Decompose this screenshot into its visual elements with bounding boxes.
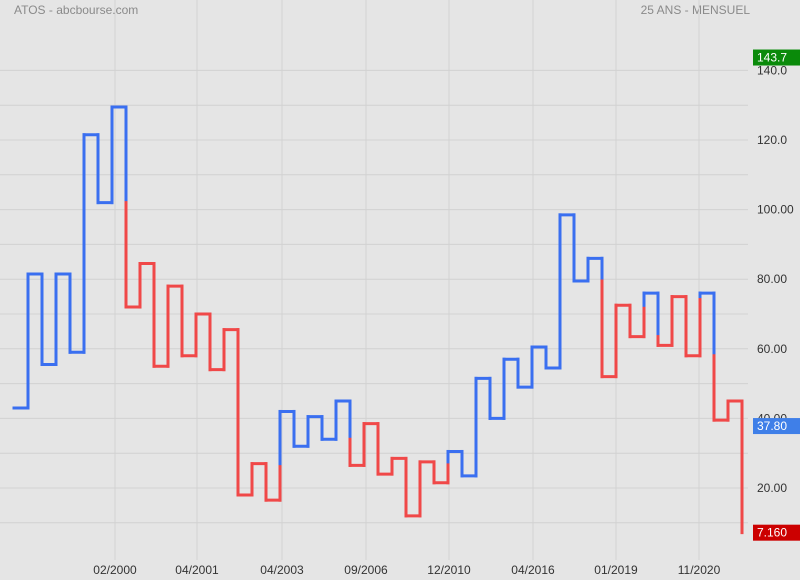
grid — [0, 0, 748, 560]
x-tick-label: 04/2003 — [260, 563, 304, 577]
y-tick-label: 80.00 — [757, 272, 787, 286]
x-tick-label: 11/2020 — [678, 563, 721, 577]
y-tick-label: 120.0 — [757, 133, 787, 147]
y-tick-label: 100.00 — [757, 203, 794, 217]
price-tag — [753, 418, 800, 435]
x-tick-label: 09/2006 — [344, 563, 388, 577]
price-tags: 143.7 37.80 7.160 — [753, 49, 800, 541]
x-tick-label: 04/2016 — [511, 563, 555, 577]
kagi-series — [12, 105, 744, 535]
price-tag — [753, 49, 800, 66]
price-tag-label: 143.7 — [757, 51, 787, 65]
chart-title: ATOS - abcbourse.com — [14, 3, 139, 17]
y-tick-label: 140.0 — [757, 63, 787, 77]
chart-subtitle: 25 ANS - MENSUEL — [640, 3, 750, 17]
x-tick-label: 12/2010 — [427, 563, 471, 577]
price-tag-label: 37.80 — [757, 419, 787, 433]
y-tick-label: 20.00 — [757, 481, 787, 495]
x-axis: 02/2000 04/2001 04/2003 09/2006 12/2010 04/20… — [93, 563, 720, 577]
x-tick-label: 01/2019 — [594, 563, 638, 577]
y-tick-label: 60.00 — [757, 342, 787, 356]
x-tick-label: 04/2001 — [175, 563, 219, 577]
price-tag-label: 7.160 — [757, 526, 787, 540]
x-tick-label: 02/2000 — [93, 563, 137, 577]
price-tag — [753, 524, 800, 541]
